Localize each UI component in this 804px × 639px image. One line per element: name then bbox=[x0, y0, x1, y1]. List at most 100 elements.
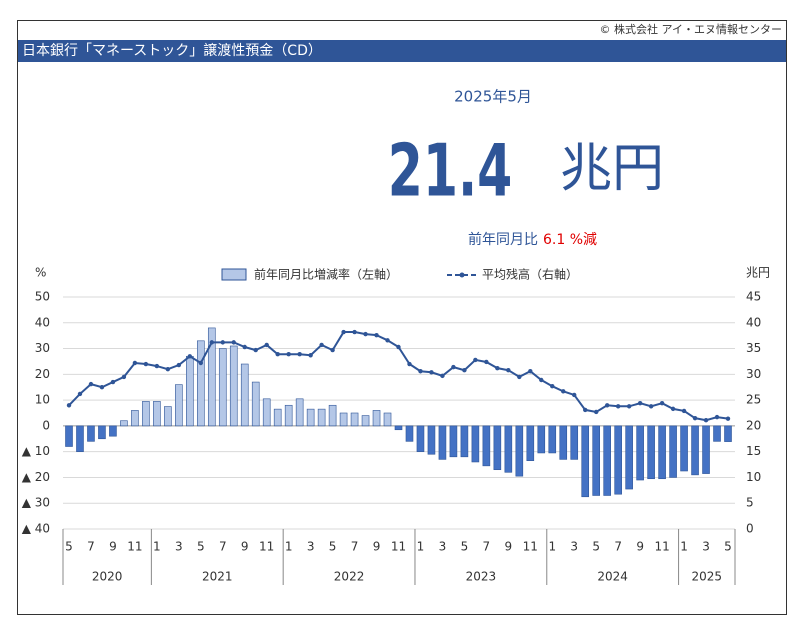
line-point bbox=[231, 340, 236, 345]
y2-tick-label: 0 bbox=[746, 522, 754, 536]
x-tick-label: 11 bbox=[391, 540, 406, 554]
title: 日本銀行「マネーストック」譲渡性預金（CD） bbox=[22, 43, 322, 59]
line-point bbox=[484, 359, 489, 365]
bar bbox=[416, 425, 425, 452]
bar bbox=[240, 363, 249, 427]
bar bbox=[339, 412, 348, 427]
line-point bbox=[615, 404, 621, 409]
bar bbox=[691, 425, 699, 476]
year-label: 2023 bbox=[466, 570, 497, 584]
line-point bbox=[659, 401, 665, 406]
x-tick-label: 7 bbox=[87, 540, 95, 554]
bar bbox=[98, 425, 106, 440]
bar bbox=[317, 408, 326, 427]
y-tick-label: ▲ 20 bbox=[22, 470, 50, 484]
line-point bbox=[473, 357, 478, 363]
x-tick-label: 5 bbox=[461, 540, 469, 554]
bar bbox=[153, 401, 161, 427]
headline-unit: 兆円 bbox=[560, 139, 664, 199]
line-point bbox=[374, 332, 379, 338]
x-tick-label: 5 bbox=[197, 540, 205, 554]
bar bbox=[471, 425, 480, 463]
y-tick-label: 10 bbox=[35, 393, 50, 407]
line-point bbox=[286, 352, 291, 357]
x-tick-label: 5 bbox=[329, 540, 337, 554]
bar bbox=[218, 348, 227, 427]
x-tick-label: 11 bbox=[654, 540, 669, 554]
bar bbox=[186, 355, 194, 427]
x-tick-label: 3 bbox=[570, 540, 578, 554]
bar bbox=[328, 404, 337, 427]
x-tick-label: 1 bbox=[680, 540, 688, 554]
year-label: 2025 bbox=[692, 570, 723, 584]
y-tick-label: 20 bbox=[35, 367, 50, 381]
line-point bbox=[220, 340, 225, 345]
line-point bbox=[352, 329, 357, 335]
bar bbox=[164, 406, 172, 427]
x-tick-label: 9 bbox=[636, 540, 644, 554]
line-point bbox=[341, 329, 346, 335]
line-point bbox=[176, 362, 182, 368]
x-tick-label: 3 bbox=[702, 540, 710, 554]
x-tick-label: 9 bbox=[505, 540, 513, 554]
y2-tick-label: 30 bbox=[746, 367, 761, 381]
x-tick-label: 9 bbox=[109, 540, 117, 554]
line-point bbox=[670, 406, 676, 412]
line-point bbox=[209, 340, 214, 345]
y-tick-label: 40 bbox=[35, 315, 50, 329]
bar bbox=[724, 425, 732, 442]
bar bbox=[109, 425, 117, 437]
line-point bbox=[275, 352, 280, 357]
line-point bbox=[330, 347, 335, 353]
x-tick-label: 7 bbox=[351, 540, 359, 554]
line-point bbox=[681, 408, 687, 414]
line-point bbox=[264, 342, 269, 348]
bar bbox=[603, 425, 611, 496]
x-tick-label: 1 bbox=[548, 540, 556, 554]
bar bbox=[592, 425, 601, 496]
line-point bbox=[396, 344, 401, 350]
bar bbox=[383, 412, 392, 427]
bar bbox=[570, 425, 579, 460]
x-tick-label: 1 bbox=[153, 540, 161, 554]
y2-tick-label: 20 bbox=[746, 418, 761, 432]
bar bbox=[175, 384, 183, 427]
x-tick-label: 9 bbox=[373, 540, 381, 554]
bar bbox=[614, 425, 622, 495]
y2-tick-label: 15 bbox=[746, 444, 761, 458]
x-tick-label: 9 bbox=[241, 540, 249, 554]
bar bbox=[306, 408, 315, 427]
bar bbox=[515, 425, 524, 477]
bar bbox=[493, 425, 502, 471]
bar bbox=[197, 340, 205, 427]
x-tick-label: 11 bbox=[259, 540, 274, 554]
bar bbox=[251, 381, 260, 427]
line-point bbox=[692, 415, 698, 421]
line-point bbox=[561, 389, 566, 394]
line-point bbox=[626, 404, 632, 409]
bar bbox=[625, 425, 633, 490]
x-tick-label: 7 bbox=[219, 540, 227, 554]
x-tick-label: 11 bbox=[523, 540, 538, 554]
y2-tick-label: 10 bbox=[746, 470, 761, 484]
year-label: 2024 bbox=[597, 570, 628, 584]
legend-swatch bbox=[221, 268, 247, 281]
line-point bbox=[604, 403, 610, 408]
y2-tick-label: 35 bbox=[746, 341, 761, 355]
line-point bbox=[451, 364, 456, 370]
bar bbox=[273, 408, 282, 427]
line-point bbox=[165, 366, 171, 372]
line-point bbox=[198, 360, 203, 366]
y-tick-label: 0 bbox=[42, 418, 50, 432]
bar bbox=[295, 398, 304, 427]
line-point bbox=[539, 377, 544, 383]
y2-tick-label: 40 bbox=[746, 315, 761, 329]
bar bbox=[702, 425, 710, 474]
line-point bbox=[363, 331, 368, 337]
line-point bbox=[517, 374, 522, 380]
bar bbox=[229, 345, 238, 427]
x-tick-label: 5 bbox=[592, 540, 600, 554]
line-point bbox=[308, 353, 313, 358]
bar bbox=[372, 410, 381, 427]
y-tick-label: ▲ 30 bbox=[22, 496, 50, 510]
